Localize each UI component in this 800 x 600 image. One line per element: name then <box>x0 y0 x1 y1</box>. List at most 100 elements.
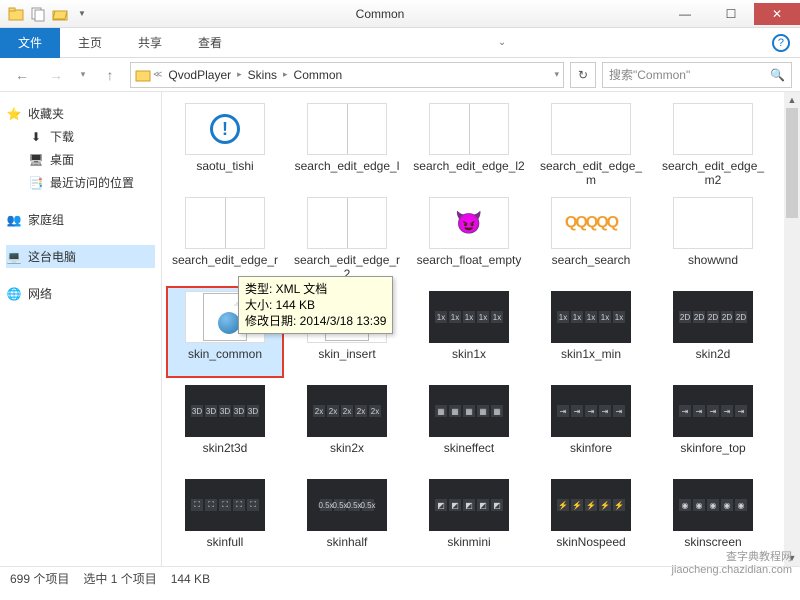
desktop-icon: 🖥 <box>28 152 44 168</box>
file-label: skin2t3d <box>169 441 281 469</box>
minimize-button[interactable]: — <box>662 3 708 25</box>
file-thumbnail: ⚡⚡⚡⚡⚡ <box>551 479 631 531</box>
file-item[interactable]: search_edit_edge_l2 <box>410 98 528 190</box>
chevron-right-icon[interactable]: ▸ <box>283 69 288 80</box>
file-thumbnail <box>673 197 753 249</box>
qat-folder-icon[interactable] <box>6 4 26 24</box>
file-item[interactable]: ▦▦▦▦▦skineffect <box>410 380 528 472</box>
star-icon: ⭐ <box>6 106 22 122</box>
file-item[interactable]: search_edit_edge_m <box>532 98 650 190</box>
window-controls: — ☐ ✕ <box>662 3 800 25</box>
sidebar-item-recent[interactable]: 📑 最近访问的位置 <box>6 171 155 194</box>
address-dropdown-icon[interactable]: ▾ <box>554 69 559 80</box>
file-item[interactable]: 1x1x1x1x1xskin1x_min <box>532 286 650 378</box>
ribbon-toggle-icon[interactable]: ⌄ <box>498 37 506 48</box>
file-thumbnail <box>673 103 753 155</box>
tooltip-line: 大小: 144 KB <box>245 297 386 313</box>
ribbon-tabs: 文件 主页 共享 查看 ⌄ ? <box>0 28 800 58</box>
file-item[interactable]: 😈 search_float_empty <box>410 192 528 284</box>
file-item[interactable]: ⚡⚡⚡⚡⚡skinNospeed <box>532 474 650 566</box>
content-pane[interactable]: !saotu_tishisearch_edit_edge_lsearch_edi… <box>162 92 800 566</box>
breadcrumb[interactable]: Common <box>290 66 347 84</box>
sidebar-favorites[interactable]: ⭐ 收藏夹 <box>6 102 155 125</box>
tooltip: 类型: XML 文档 大小: 144 KB 修改日期: 2014/3/18 13… <box>238 276 393 334</box>
file-item[interactable]: 3D3D3D3D3D skin2t3d <box>166 380 284 472</box>
close-button[interactable]: ✕ <box>754 3 800 25</box>
file-item[interactable]: ⇥⇥⇥⇥⇥skinfore_top <box>654 380 772 472</box>
file-item[interactable]: search_edit_edge_m2 <box>654 98 772 190</box>
file-label: saotu_tishi <box>169 159 281 187</box>
file-label: search_float_empty <box>413 253 525 281</box>
sidebar-homegroup[interactable]: 👥 家庭组 <box>6 208 155 231</box>
file-item[interactable]: QQQQQsearch_search <box>532 192 650 284</box>
file-thumbnail: ⇥⇥⇥⇥⇥ <box>673 385 753 437</box>
chevron-icon[interactable]: ≪ <box>153 69 162 80</box>
file-item[interactable]: ⇥⇥⇥⇥⇥ skinfore <box>532 380 650 472</box>
file-item[interactable]: 1x1x1x1x1xskin1x <box>410 286 528 378</box>
titlebar: ▼ Common — ☐ ✕ <box>0 0 800 28</box>
file-thumbnail <box>551 103 631 155</box>
file-thumbnail <box>307 103 387 155</box>
recent-dropdown-icon[interactable]: ▾ <box>76 61 90 89</box>
file-item[interactable]: 0.5x0.5x0.5x0.5xskinhalf <box>288 474 406 566</box>
sidebar: ⭐ 收藏夹 ⬇ 下载 🖥 桌面 📑 最近访问的位置 👥 家庭组 <box>0 92 162 566</box>
file-thumbnail <box>307 197 387 249</box>
file-thumbnail: 0.5x0.5x0.5x0.5x <box>307 479 387 531</box>
file-label: skin1x_min <box>535 347 647 375</box>
scroll-thumb[interactable] <box>786 108 798 218</box>
status-size: 144 KB <box>171 572 210 586</box>
help-icon[interactable]: ? <box>772 34 790 52</box>
chevron-right-icon[interactable]: ▸ <box>237 69 242 80</box>
file-item[interactable]: 2x2x2x2x2xskin2x <box>288 380 406 472</box>
file-thumbnail: 1x1x1x1x1x <box>429 291 509 343</box>
file-thumbnail: 😈 <box>429 197 509 249</box>
file-thumbnail: ⇥⇥⇥⇥⇥ <box>551 385 631 437</box>
file-label: skin2x <box>291 441 403 469</box>
file-item[interactable]: search_edit_edge_l <box>288 98 406 190</box>
scroll-up-icon[interactable]: ▲ <box>784 92 800 108</box>
search-icon[interactable]: 🔍 <box>770 68 785 82</box>
file-item[interactable]: 2D2D2D2D2Dskin2d <box>654 286 772 378</box>
tab-share[interactable]: 共享 <box>120 28 180 57</box>
tab-home[interactable]: 主页 <box>60 28 120 57</box>
tab-file[interactable]: 文件 <box>0 28 60 58</box>
window-title: Common <box>98 7 662 21</box>
watermark: 查字典教程网 jiaocheng.chazidian.com <box>672 548 792 576</box>
file-label: skinfore <box>535 441 647 469</box>
scrollbar[interactable]: ▲ ▼ <box>784 92 800 566</box>
search-input[interactable]: 搜索"Common" 🔍 <box>602 62 792 88</box>
file-item[interactable]: search_edit_edge_r2 <box>288 192 406 284</box>
file-thumbnail: 3D3D3D3D3D <box>185 385 265 437</box>
breadcrumb[interactable]: Skins <box>244 66 281 84</box>
refresh-button[interactable]: ↻ <box>570 62 596 88</box>
breadcrumb[interactable]: QvodPlayer <box>164 66 235 84</box>
file-item[interactable]: search_edit_edge_r <box>166 192 284 284</box>
up-button[interactable]: ↑ <box>96 61 124 89</box>
file-thumbnail <box>429 103 509 155</box>
sidebar-item-downloads[interactable]: ⬇ 下载 <box>6 125 155 148</box>
file-item[interactable]: showwnd <box>654 192 772 284</box>
file-thumbnail <box>185 197 265 249</box>
file-label: search_search <box>535 253 647 281</box>
sidebar-network[interactable]: 🌐 网络 <box>6 282 155 305</box>
pc-icon: 💻 <box>6 249 22 265</box>
maximize-button[interactable]: ☐ <box>708 3 754 25</box>
status-count: 699 个项目 <box>10 570 69 587</box>
forward-button[interactable]: → <box>42 61 70 89</box>
sidebar-item-desktop[interactable]: 🖥 桌面 <box>6 148 155 171</box>
qat-open-icon[interactable] <box>50 4 70 24</box>
back-button[interactable]: ← <box>8 61 36 89</box>
file-label: search_edit_edge_l2 <box>413 159 525 187</box>
file-item[interactable]: ◩◩◩◩◩skinmini <box>410 474 528 566</box>
file-thumbnail: ◉◉◉◉◉ <box>673 479 753 531</box>
qat-copy-icon[interactable] <box>28 4 48 24</box>
file-thumbnail: ! <box>185 103 265 155</box>
file-item[interactable]: ! saotu_tishi <box>166 98 284 190</box>
tab-view[interactable]: 查看 <box>180 28 240 57</box>
file-item[interactable]: ⛶⛶⛶⛶⛶skinfull <box>166 474 284 566</box>
sidebar-thispc[interactable]: 💻 这台电脑 <box>6 245 155 268</box>
qat-dropdown-icon[interactable]: ▼ <box>72 4 92 24</box>
address-bar[interactable]: ≪ QvodPlayer ▸ Skins ▸ Common ▾ <box>130 62 564 88</box>
scroll-track[interactable] <box>784 108 800 550</box>
tooltip-line: 修改日期: 2014/3/18 13:39 <box>245 313 386 329</box>
